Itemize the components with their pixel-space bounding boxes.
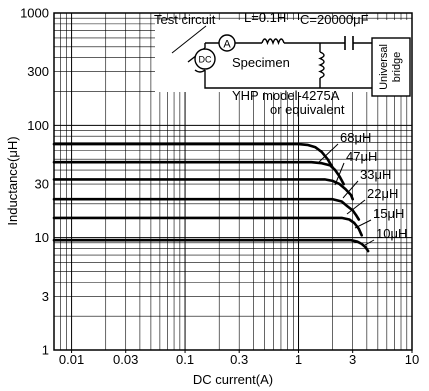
- y-axis-label: Inductance(μH): [5, 136, 20, 225]
- x-tick-label: 10: [405, 352, 419, 367]
- specimen-label: Specimen: [232, 55, 290, 70]
- tick-labels: 0.01 0.03 0.1 0.3 1 3 10 1 3 10 30 100 300 1000: [20, 6, 419, 368]
- capacitor-label: C=20000μF: [300, 12, 369, 27]
- x-tick-label: 1: [295, 352, 302, 367]
- series-line-22μH: [52, 197, 361, 221]
- x-tick-label: 0.1: [176, 352, 194, 367]
- series-label-15μH: 15μH: [373, 206, 404, 221]
- y-tick-label: 3: [42, 289, 49, 304]
- series-line-68μH: [52, 142, 335, 169]
- y-tick-label: 30: [35, 177, 49, 192]
- dc-source-icon: [194, 48, 216, 70]
- bridge-label-line1: Universal: [378, 44, 390, 90]
- chart-series: [52, 142, 370, 253]
- series-label-33μH: 33μH: [360, 167, 391, 182]
- dc-source-symbol: DC: [199, 55, 212, 65]
- y-tick-label: 1000: [20, 6, 49, 21]
- series-label-leader: [354, 219, 372, 229]
- series-label-leader: [342, 180, 359, 199]
- y-tick-label: 10: [35, 230, 49, 245]
- test-circuit-leader: [171, 25, 207, 54]
- universal-bridge-box: [371, 37, 411, 97]
- x-tick-label: 0.03: [113, 352, 138, 367]
- x-tick-label: 0.3: [230, 352, 248, 367]
- x-tick-label: 3: [349, 352, 356, 367]
- y-tick-label: 300: [27, 64, 49, 79]
- x-axis-label: DC current(A): [193, 372, 273, 387]
- bridge-label-line2: bridge: [391, 52, 403, 83]
- series-label-leader: [364, 239, 375, 246]
- y-tick-label: 100: [27, 118, 49, 133]
- test-circuit-label: Test circuit: [154, 12, 216, 27]
- specimen-coil-icon: [318, 51, 325, 79]
- series-label-22μH: 22μH: [367, 186, 398, 201]
- x-tick-label: 0.01: [59, 352, 84, 367]
- series-labels: 68μH 47μH 33μH 22μH 15μH 10μH: [318, 130, 407, 246]
- series-line-15μH: [52, 216, 364, 237]
- y-tick-label: 1: [42, 343, 49, 358]
- inductor-icon: [261, 38, 285, 46]
- series-label-68μH: 68μH: [340, 130, 371, 145]
- series-label-leader: [346, 199, 366, 215]
- ammeter-icon: [218, 34, 236, 52]
- series-line-47μH: [52, 160, 346, 186]
- series-label-10μH: 10μH: [376, 226, 407, 241]
- instrument-label-line2: or equivalent: [270, 102, 345, 117]
- capacitor-icon: [344, 36, 354, 50]
- series-line-10μH: [52, 238, 370, 253]
- plot-frame: [53, 12, 413, 351]
- series-label-leader: [334, 162, 345, 186]
- test-circuit-diagram: A DC Universal bridge Test circuit L=0.1…: [154, 10, 415, 117]
- series-label-leader: [318, 143, 339, 163]
- ammeter-symbol: A: [223, 39, 231, 51]
- series-line-33μH: [52, 178, 355, 201]
- instrument-label-line1: YHP model-4275A: [232, 88, 340, 103]
- series-label-47μH: 47μH: [346, 149, 377, 164]
